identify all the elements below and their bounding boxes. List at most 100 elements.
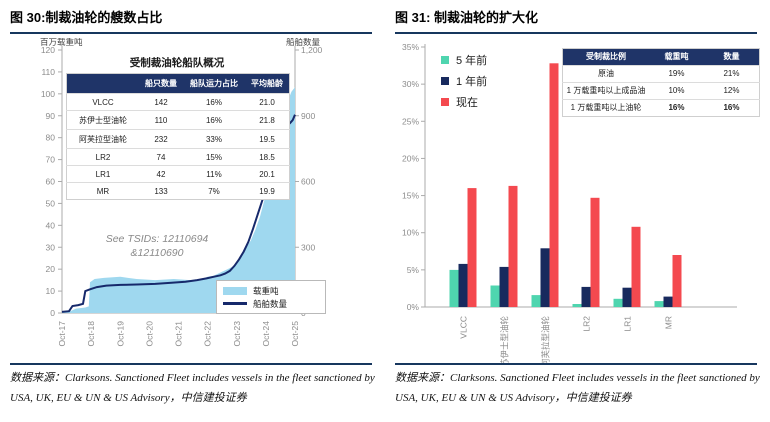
table-header-cell: [66, 73, 139, 94]
bar-1 年前-LR1: [622, 287, 632, 307]
table-cell: 16%: [649, 99, 704, 117]
bar-1 年前-阿芙拉型油轮: [540, 248, 550, 307]
fleet-overview-table-grid: 船只数量 船队运力占比 平均船龄 VLCC 142 16% 21.0 苏伊士型油轮 110 16%…: [66, 73, 290, 200]
table-cell: 19.5: [245, 129, 290, 149]
title-rule: [10, 32, 372, 34]
right-axis-tick: 600: [301, 177, 315, 187]
table-cell: 10%: [649, 82, 704, 100]
table-row: LR2 74 15% 18.5: [66, 148, 290, 166]
legend-swatch: [441, 76, 449, 85]
x-axis-tick: Oct-25: [290, 321, 300, 347]
x-axis-category: LR2: [582, 316, 592, 332]
legend-label: 1 年前: [456, 75, 488, 88]
table-cell: 15%: [183, 148, 245, 166]
bar-chart-legend: 5 年前 1 年前现在: [441, 49, 487, 112]
x-axis-tick: Oct-24: [261, 321, 271, 347]
x-axis-category: VLCC: [459, 316, 469, 339]
x-axis-category: 苏伊士型油轮: [500, 316, 510, 363]
bar-现在-LR2: [590, 197, 600, 307]
table-header-row: 受制裁比例 载重吨 数量: [562, 48, 760, 66]
bar-5 年前-LR1: [613, 298, 623, 307]
bar-现在-VLCC: [467, 188, 477, 307]
figure-30-title: 图 30:制裁油轮的艘数占比: [10, 10, 163, 25]
bar-1 年前-LR2: [581, 286, 591, 307]
tsids-line2: &12110690: [130, 247, 184, 260]
table-row: LR1 42 11% 20.1: [66, 165, 290, 183]
table-cell: 18.5: [245, 148, 290, 166]
table-header-cell: 受制裁比例: [562, 48, 649, 66]
table-row: 1 万载重吨以上成品油 10% 12%: [562, 82, 760, 100]
table-row: 1 万载重吨以上油轮 16% 16%: [562, 99, 760, 117]
bar-现在-阿芙拉型油轮: [549, 63, 559, 307]
bar-1 年前-苏伊士型油轮: [499, 266, 509, 307]
table-cell: 21.0: [245, 93, 290, 111]
y-axis-tick: 0%: [407, 302, 420, 312]
tsids-line1: See TSIDs: 12110694: [105, 233, 209, 245]
bar-5 年前-阿芙拉型油轮: [531, 295, 541, 307]
table-cell: VLCC: [66, 93, 139, 111]
table-cell: 232: [139, 129, 183, 149]
table-header-row: 船只数量 船队运力占比 平均船龄: [66, 73, 290, 94]
left-axis-tick: 50: [46, 198, 56, 208]
table-cell: 33%: [183, 129, 245, 149]
tsids-annotation: See TSIDs: 12110694 &12110690: [82, 232, 232, 260]
table-cell: 110: [139, 110, 183, 130]
table-cell: 11%: [183, 165, 245, 183]
table-cell: 20.1: [245, 165, 290, 183]
legend-label-dwt: 载重吨: [253, 285, 279, 296]
source-rule: [395, 363, 757, 365]
legend-label: 5 年前: [456, 54, 488, 67]
ship-count-line-swatch: [223, 302, 247, 305]
legend-item-ship-count: 船舶数量: [223, 297, 319, 310]
figure-31: 图 31: 制裁油轮的扩大化 0% 5% 10% 15% 20% 25% 30% 35% VLC…: [385, 0, 770, 422]
table-cell: 16%: [183, 93, 245, 111]
y-axis-tick: 5%: [407, 265, 420, 275]
y-axis-tick: 20%: [402, 153, 419, 163]
bar-1 年前-MR: [663, 296, 673, 307]
table-cell: 阿芙拉型油轮: [66, 129, 139, 149]
bar-1 年前-VLCC: [458, 263, 468, 307]
table-cell: 12%: [704, 82, 760, 100]
table-cell: 19%: [649, 65, 704, 83]
sanctioned-ratio-table-grid: 受制裁比例 载重吨 数量 原油 19% 21% 1 万载重吨以上成品油 10% 12% 1 万载重…: [562, 48, 760, 117]
left-axis-tick: 10: [46, 286, 56, 296]
table-cell: 16%: [704, 99, 760, 117]
title-rule: [395, 32, 757, 34]
left-axis-tick: 0: [50, 308, 55, 318]
table-row: VLCC 142 16% 21.0: [66, 93, 290, 111]
left-axis-tick: 30: [46, 242, 56, 252]
legend-label: 现在: [456, 96, 478, 109]
table-header-cell: 平均船龄: [245, 73, 290, 94]
x-axis-tick: Oct-18: [86, 321, 96, 347]
table-cell: 1 万载重吨以上成品油: [562, 82, 649, 100]
left-axis-tick: 60: [46, 177, 56, 187]
bar-现在-苏伊士型油轮: [508, 185, 518, 307]
bar-现在-MR: [672, 255, 682, 307]
source-note: 数据来源：Clarksons. Sanctioned Fleet include…: [395, 372, 760, 404]
left-axis-tick: 20: [46, 264, 56, 274]
left-axis-tick: 110: [41, 67, 55, 77]
table-header-cell: 船队运力占比: [183, 73, 245, 94]
sanctioned-ratio-table: 受制裁比例 载重吨 数量 原油 19% 21% 1 万载重吨以上成品油 10% 12% 1 万载重…: [562, 48, 760, 117]
figure-30: 图 30:制裁油轮的艘数占比 百万载重吨 船舶数量 0 10 20 30 40 50 60 70 8…: [10, 10, 375, 404]
table-cell: 42: [139, 165, 183, 183]
left-axis-tick: 80: [46, 133, 56, 143]
left-axis-tick: 100: [41, 89, 55, 99]
y-axis-tick: 30%: [402, 79, 419, 89]
legend-item: 5 年前: [441, 49, 487, 70]
y-axis-tick: 35%: [402, 42, 419, 52]
y-axis-tick: 25%: [402, 116, 419, 126]
right-axis-caption: 船舶数量: [286, 38, 321, 47]
table-cell: 16%: [183, 110, 245, 130]
left-axis-tick: 120: [41, 45, 55, 55]
legend-swatch: [441, 55, 449, 64]
legend-swatch: [441, 97, 449, 106]
fleet-overview-table-title: 受制裁油轮船队概况: [129, 57, 225, 69]
table-cell: MR: [66, 182, 139, 200]
left-axis-tick: 90: [46, 111, 56, 121]
table-cell: 21.8: [245, 110, 290, 130]
legend-label-ship-count: 船舶数量: [253, 298, 288, 309]
source-note: 数据来源：Clarksons. Sanctioned Fleet include…: [10, 372, 375, 404]
right-axis-tick: 1,200: [301, 45, 323, 55]
